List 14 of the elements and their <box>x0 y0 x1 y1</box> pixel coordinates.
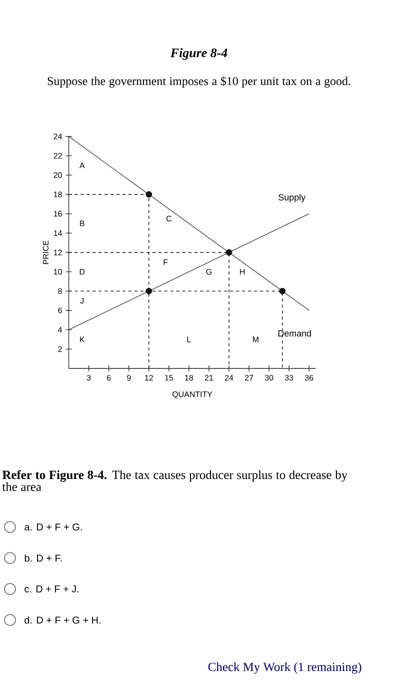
text: c. D + F + J. <box>24 586 78 592</box>
series-label: Supply <box>278 194 306 202</box>
text: Refer to Figure 8-4. The tax causes producer surplus to decrease by the area <box>2 470 348 492</box>
point <box>279 288 286 294</box>
point <box>146 288 152 294</box>
text: a. D + F + G. <box>24 523 82 531</box>
chart-subtitle: Suppose the government imposes a $10 per unit tax on a good. <box>48 76 350 88</box>
text: Demand <box>278 330 311 337</box>
text: b. D + F. <box>24 554 62 562</box>
text: Check My Work (1 remaining) <box>208 662 362 674</box>
text: d. D + F + G + H. <box>24 616 100 624</box>
point <box>226 249 232 256</box>
point <box>146 191 152 198</box>
chart-title: Figure 8-4 <box>170 48 228 60</box>
